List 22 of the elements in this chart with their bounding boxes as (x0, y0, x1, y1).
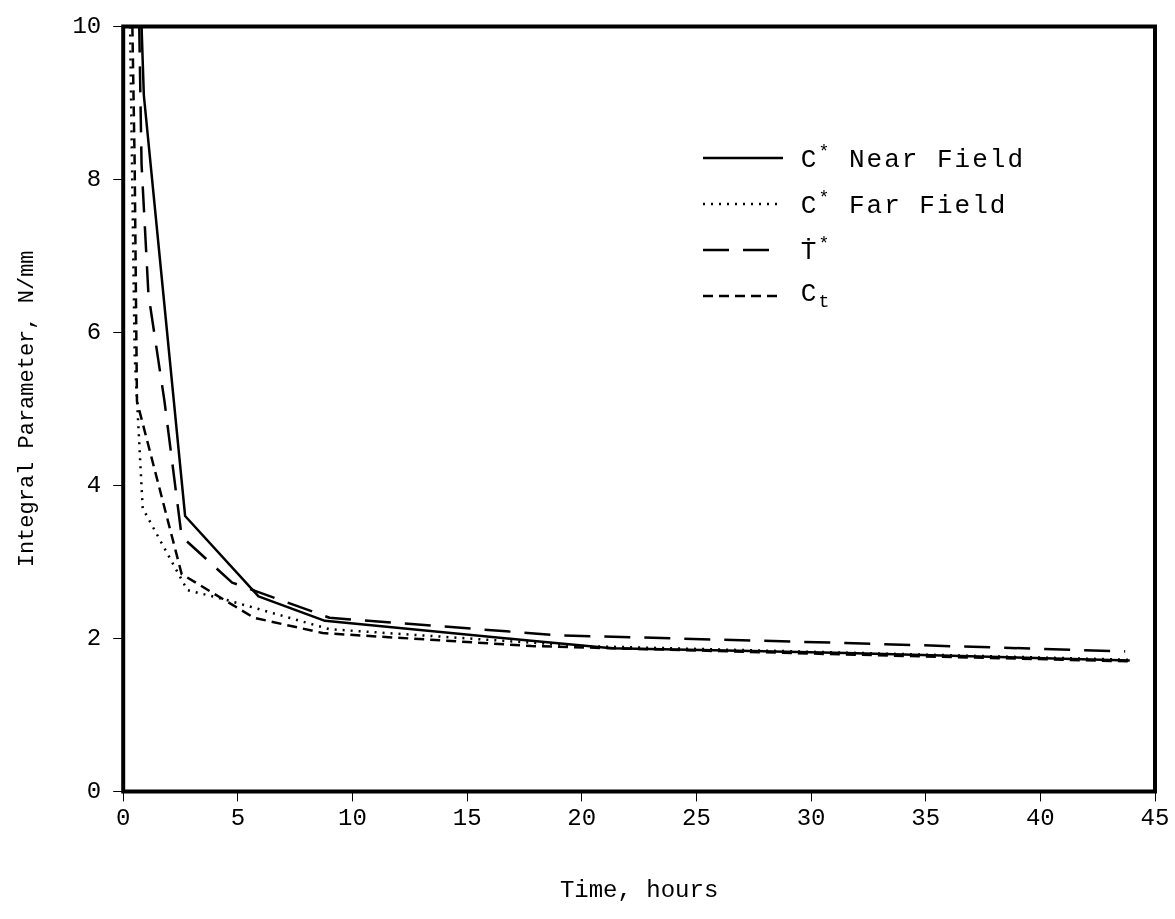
y-tick-label: 4 (86, 471, 102, 499)
x-tick-label: 30 (796, 805, 826, 833)
legend-label: C$^{*}$ Far Field (800, 187, 1008, 221)
legend-label: C$_{t}$ (800, 279, 832, 313)
x-tick-label: 5 (230, 805, 246, 833)
x-tick-label: 20 (567, 805, 597, 833)
y-axis-title: Integral Parameter, N/mm (15, 250, 41, 568)
y-tick-label: 6 (86, 318, 102, 346)
x-tick-label: 10 (338, 805, 367, 833)
x-tick-label: 25 (682, 805, 711, 833)
x-tick-label: 45 (1140, 805, 1170, 833)
legend-label: C$^{*}$ Near Field (800, 141, 1025, 175)
x-tick-label: 35 (911, 805, 941, 833)
x-tick-label: 0 (116, 805, 131, 833)
legend-label: Ṫ$^{*}$ (800, 233, 832, 267)
x-axis-title: Time, hours (559, 876, 719, 904)
y-tick-label: 0 (86, 777, 102, 805)
x-tick-label: 40 (1025, 805, 1055, 833)
y-tick-label: 2 (86, 624, 102, 652)
y-tick-label: 10 (72, 12, 102, 40)
y-tick-label: 8 (86, 165, 102, 193)
x-tick-label: 15 (452, 805, 482, 833)
